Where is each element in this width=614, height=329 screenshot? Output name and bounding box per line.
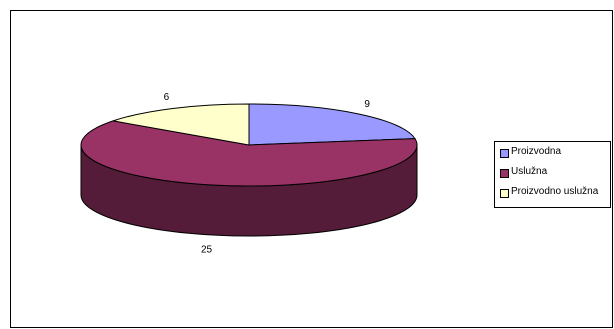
pie-slice-proizvodno-usluzna xyxy=(112,103,250,146)
legend-label-proizvodno-usluzna: Proizvodno uslužna xyxy=(511,186,599,197)
legend-label-usluzna: Uslužna xyxy=(511,166,548,177)
legend-item-proizvodna: Proizvodna xyxy=(495,144,610,164)
legend-swatch-usluzna xyxy=(500,169,509,178)
pie-slice-proizvodna xyxy=(248,103,416,146)
data-label-proizvodna: 9 xyxy=(364,99,370,110)
legend-label-proizvodna: Proizvodna xyxy=(511,146,562,157)
data-label-usluzna: 25 xyxy=(201,245,213,256)
legend-swatch-proizvodna xyxy=(500,149,509,158)
data-label-proizvodno-usluzna: 6 xyxy=(164,92,170,103)
chart-legend: Proizvodna Uslužna Proizvodno uslužna xyxy=(494,141,611,208)
legend-item-proizvodno-usluzna: Proizvodno uslužna xyxy=(495,184,610,204)
legend-item-usluzna: Uslužna xyxy=(495,164,610,184)
pie-slice-usluzna xyxy=(80,120,418,187)
legend-swatch-proizvodno-usluzna xyxy=(500,189,509,198)
